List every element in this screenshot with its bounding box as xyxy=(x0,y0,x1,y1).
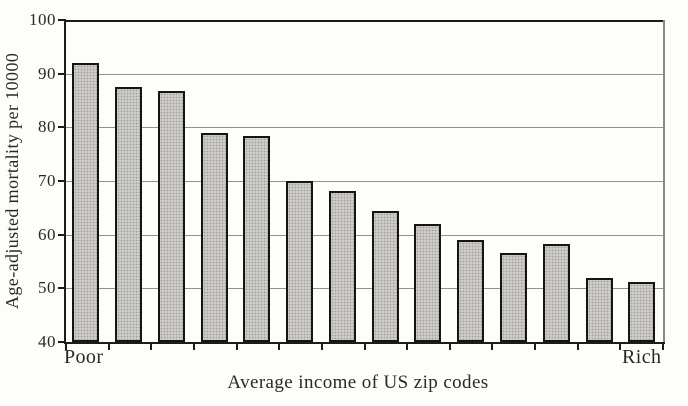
x-axis-tick-7 xyxy=(363,344,366,350)
bar-1 xyxy=(72,62,100,342)
y-axis-tick-90 xyxy=(58,72,66,75)
bar-11 xyxy=(500,253,527,342)
gridline-80 xyxy=(66,127,663,129)
y-axis-tick-80 xyxy=(58,126,66,129)
y-axis-tick-60 xyxy=(58,233,66,236)
x-axis-tick-5 xyxy=(278,344,281,350)
y-axis-tick-100 xyxy=(58,19,66,21)
x-axis-tick-14 xyxy=(662,344,664,350)
y-axis-tick-70 xyxy=(58,180,66,182)
x-axis-tick-4 xyxy=(235,344,238,350)
bar-9 xyxy=(414,223,442,342)
bar-8 xyxy=(371,210,399,342)
x-axis-tick-12 xyxy=(576,344,579,350)
bar-14 xyxy=(628,281,656,342)
y-tick-label-80: 80 xyxy=(38,117,56,137)
x-axis-line xyxy=(64,342,665,344)
x-axis-tick-8 xyxy=(406,344,409,350)
y-tick-label-60: 60 xyxy=(38,224,56,244)
y-tick-label-50: 50 xyxy=(38,278,56,298)
bar-7 xyxy=(328,190,356,342)
bar-5 xyxy=(243,135,271,342)
x-axis-tick-9 xyxy=(448,344,451,350)
x-axis-tick-6 xyxy=(320,344,323,350)
y-tick-label-40: 40 xyxy=(38,332,56,351)
x-axis-tick-10 xyxy=(491,344,494,350)
x-axis-tick-3 xyxy=(192,344,195,350)
gridline-60 xyxy=(66,234,663,236)
y-axis-tick-40 xyxy=(58,341,66,343)
x-end-label-poor: Poor xyxy=(64,346,104,368)
bar-3 xyxy=(157,91,185,342)
bar-10 xyxy=(457,240,485,342)
x-axis-tick-13 xyxy=(619,344,622,350)
gridline-50 xyxy=(66,288,663,290)
x-axis-tick-11 xyxy=(534,344,537,350)
x-end-label-rich: Rich xyxy=(622,346,662,368)
y-tick-label-70: 70 xyxy=(38,171,56,190)
plot-top-border xyxy=(64,20,665,22)
bar-2 xyxy=(114,87,142,342)
gridline-90 xyxy=(66,73,663,75)
bar-12 xyxy=(542,244,570,342)
x-axis-tick-1 xyxy=(107,344,110,350)
y-tick-label-90: 90 xyxy=(38,63,56,83)
plot-right-border xyxy=(663,20,665,342)
bar-13 xyxy=(585,277,613,342)
y-tick-label-100: 100 xyxy=(29,10,56,29)
x-axis-tick-0 xyxy=(65,344,67,350)
bar-4 xyxy=(200,132,228,342)
bar-6 xyxy=(286,181,314,342)
x-axis-tick-2 xyxy=(150,344,153,350)
gridline-70 xyxy=(66,181,663,182)
x-axis-title: Average income of US zip codes xyxy=(227,372,489,393)
y-axis-line xyxy=(64,20,66,344)
y-axis-tick-50 xyxy=(58,287,66,290)
